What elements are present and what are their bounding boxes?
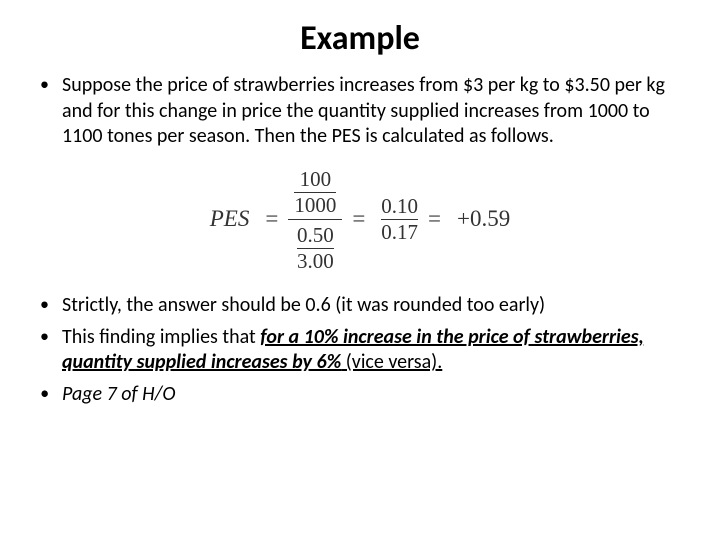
equals-2: = (352, 206, 365, 232)
bot-num: 0.50 (297, 224, 334, 247)
top-num: 100 (300, 168, 332, 191)
slide-title: Example (32, 18, 688, 59)
formula-label: PES (210, 206, 250, 232)
bullet-list: Suppose the price of strawberries increa… (32, 73, 688, 150)
mid-num: 0.10 (381, 195, 418, 218)
equals-1: = (265, 206, 278, 232)
bullet-2-text: Strictly, the answer should be 0.6 (it w… (62, 293, 545, 317)
bullet-4-text: Page 7 of H/O (62, 382, 175, 406)
pes-formula: PES = 100 1000 0.50 3.00 = 0.10 (32, 164, 688, 275)
mid-den: 0.17 (381, 221, 418, 244)
bullet-3: This finding implies that for a 10% incr… (32, 325, 688, 376)
slide-container: Example Suppose the price of strawberrie… (0, 0, 720, 540)
top-den: 1000 (294, 194, 336, 217)
bottom-fraction: 0.50 3.00 (297, 224, 334, 273)
bullet-4: Page 7 of H/O (32, 382, 688, 408)
bullet-1-text: Suppose the price of strawberries increa… (62, 73, 665, 148)
bot-den: 3.00 (297, 250, 334, 273)
bullet-3-post: (vice versa). (341, 350, 442, 374)
bullet-1: Suppose the price of strawberries increa… (32, 73, 688, 150)
equals-3: = (428, 206, 441, 232)
result: +0.59 (457, 206, 510, 232)
bullet-3-pre: This finding implies that (62, 325, 260, 349)
bullet-2: Strictly, the answer should be 0.6 (it w… (32, 293, 688, 319)
outer-fraction: 100 1000 0.50 3.00 (288, 164, 342, 275)
top-fraction: 100 1000 (294, 168, 336, 217)
decimal-fraction: 0.10 0.17 (381, 195, 418, 244)
bullet-list-2: Strictly, the answer should be 0.6 (it w… (32, 293, 688, 407)
